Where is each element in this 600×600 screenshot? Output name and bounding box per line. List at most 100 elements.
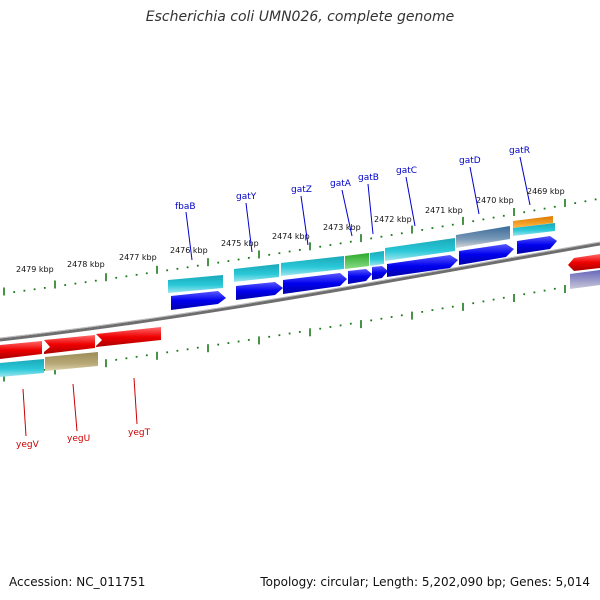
tick-major [3, 373, 5, 382]
genome-summary-text: Topology: circular; Length: 5,202,090 bp… [260, 575, 590, 589]
tick-dot [492, 298, 495, 301]
tick-dot [43, 287, 46, 289]
gene-label-yegv: yegV [16, 440, 40, 450]
tick-dot [584, 200, 587, 203]
cds-gaty [236, 282, 283, 300]
tick-dot [247, 339, 250, 341]
tick-dot [421, 311, 424, 313]
tick-dot [217, 261, 220, 264]
reverse-gene-labels: yegV yegU yegT [16, 428, 151, 450]
tick-dot [64, 284, 67, 286]
outer-tick-ring [3, 198, 597, 296]
feature-yegv [0, 359, 44, 377]
map-title: Escherichia coli UMN026, complete genome [145, 9, 455, 25]
tick-major [309, 242, 311, 251]
tick-major [564, 285, 566, 293]
forward-cds-track [171, 236, 557, 310]
tick-dot [115, 358, 118, 361]
feature-gatr-orange [513, 216, 553, 228]
tick-dot [43, 369, 46, 371]
tick-label: 2470 kbp [476, 196, 514, 205]
cds-gatc [387, 255, 458, 277]
tick-dot [145, 354, 148, 357]
tick-label: 2478 kbp [67, 260, 105, 269]
tick-label: 2469 kbp [527, 187, 565, 196]
feature-right-slate [570, 270, 600, 289]
tick-major [207, 258, 209, 267]
tick-dot [135, 355, 138, 358]
forward-leader-lines [185, 156, 531, 261]
feature-gatb [370, 251, 384, 266]
tick-dot [431, 309, 434, 311]
tick-dot [125, 357, 128, 360]
gene-label-gatb: gatB [358, 173, 379, 183]
tick-dot [176, 267, 179, 270]
tick-dot [23, 289, 26, 292]
tick-major [411, 225, 413, 234]
tick-dot [431, 227, 434, 229]
tick-major [360, 320, 362, 329]
tick-major [411, 311, 413, 320]
tick-major [513, 208, 515, 216]
tick-major [105, 273, 107, 282]
tick-major [105, 359, 107, 368]
gene-label-gatd: gatD [459, 156, 481, 166]
tick-dot [523, 211, 526, 214]
tick-dot [278, 334, 281, 337]
tick-dot [349, 322, 352, 325]
cds-gatd [459, 244, 514, 265]
tick-dot [553, 287, 556, 290]
tick-dot [196, 346, 199, 349]
gene-label-yegu: yegU [67, 434, 90, 444]
tick-dot [533, 209, 536, 212]
tick-major [564, 199, 566, 207]
tick-dot [502, 296, 505, 299]
cds-gatz [283, 273, 347, 294]
tick-dot [176, 349, 179, 352]
tick-dot [482, 300, 485, 303]
reverse-leader-lines [22, 377, 138, 437]
tick-dot [319, 327, 322, 330]
tick-dot [482, 218, 485, 221]
tick-dot [237, 258, 240, 261]
tick-dot [472, 302, 475, 305]
tick-dot [390, 316, 393, 318]
tick-dot [553, 205, 556, 208]
reverse-feature-track [0, 352, 98, 377]
tick-major [54, 366, 56, 375]
accession-text: Accession: NC_011751 [9, 575, 146, 589]
tick-dot [339, 324, 342, 327]
tick-dot [227, 342, 230, 344]
tick-dot [115, 276, 118, 279]
feature-gata-green [345, 253, 369, 269]
tick-dot [502, 214, 505, 217]
tick-dot [380, 317, 383, 320]
gene-label-gata: gatA [330, 179, 352, 189]
genome-backbone [0, 242, 600, 342]
tick-dot [74, 282, 77, 285]
tick-dot [451, 223, 454, 226]
tick-dot [594, 198, 597, 201]
tick-dot [94, 279, 97, 282]
gene-label-gatc: gatC [396, 166, 417, 176]
tick-dot [135, 273, 138, 276]
tick-dot [186, 348, 189, 351]
tick-label: 2479 kbp [16, 265, 54, 274]
tick-dot [329, 244, 332, 246]
tick-label: 2474 kbp [272, 232, 310, 241]
tick-major [462, 216, 464, 225]
feature-gatz [281, 256, 344, 276]
tick-dot [543, 207, 546, 210]
tick-dot [380, 235, 383, 238]
tick-dot [543, 289, 546, 292]
forward-gene-labels: fbaB gatY gatZ gatA gatB gatC gatD gatR [175, 146, 530, 212]
tick-major [156, 265, 158, 274]
tick-dot [298, 249, 301, 251]
tick-dot [288, 250, 291, 253]
cds-right-red [568, 254, 600, 271]
tick-dot [196, 264, 199, 267]
tick-dot [370, 237, 373, 240]
tick-major [258, 250, 260, 259]
tick-dot [319, 245, 322, 248]
